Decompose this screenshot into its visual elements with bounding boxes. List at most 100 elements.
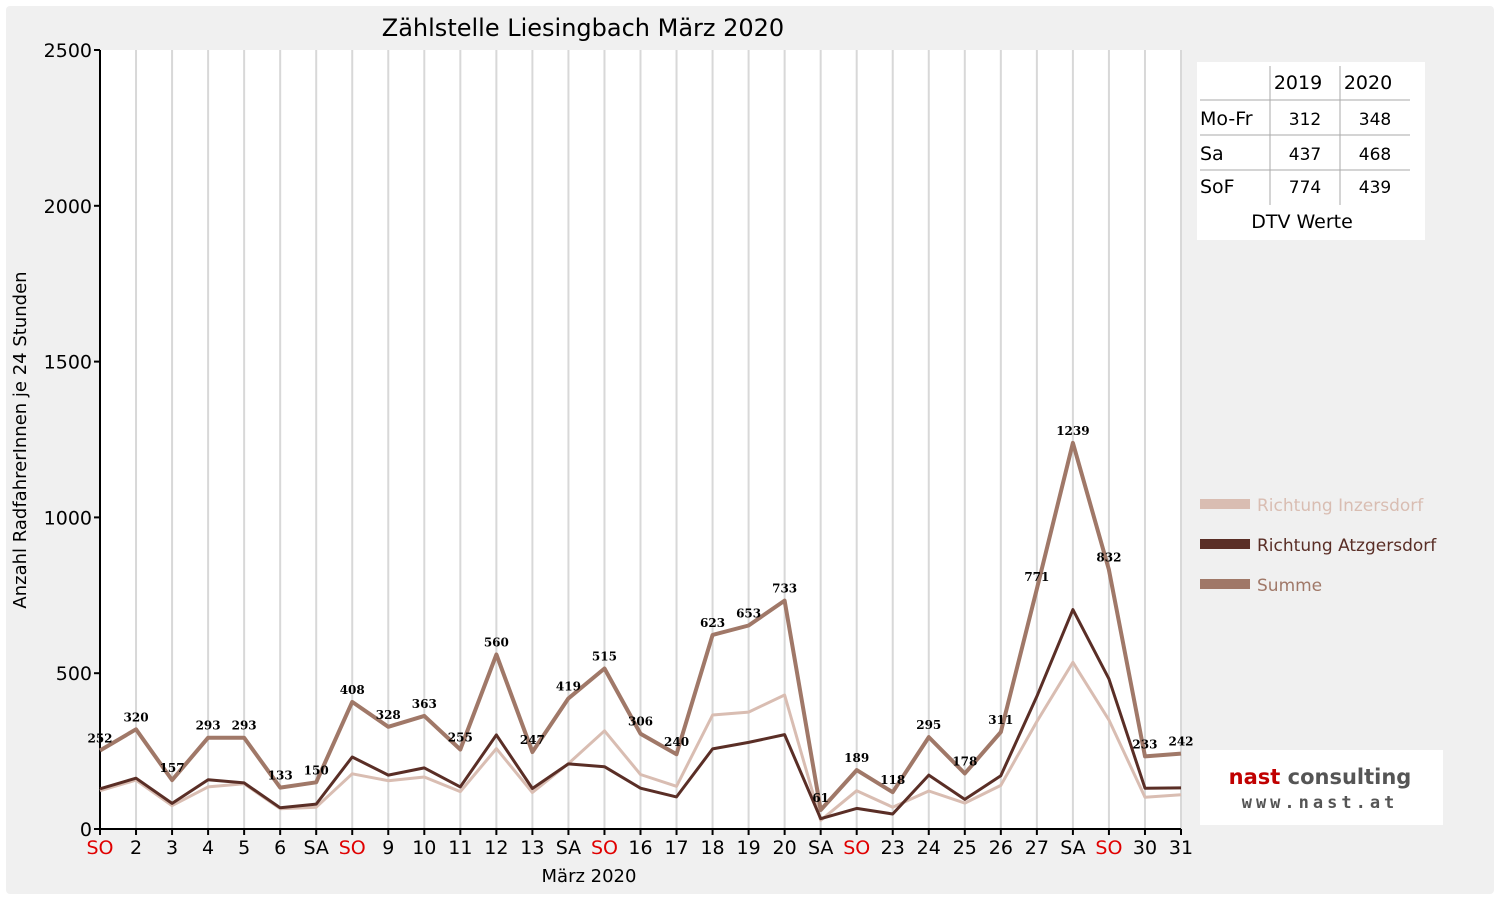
data-label: 61 [812,791,829,805]
x-tick-label: 19 [737,837,761,859]
x-tick-label: 4 [202,837,214,859]
data-label: 247 [520,733,545,747]
data-label: 771 [1024,570,1049,584]
legend-label: Richtung Atzgersdorf [1257,536,1437,556]
x-tick-label: SO [339,837,366,859]
x-tick-label: SA [808,837,833,859]
x-tick-label: SA [556,837,581,859]
data-label: 306 [628,715,653,729]
data-label: 560 [484,636,509,650]
data-label: 623 [700,616,725,630]
x-tick-label: 3 [166,837,178,859]
data-label: 150 [304,763,329,777]
data-label: 363 [412,697,437,711]
data-label: 255 [448,731,473,745]
y-tick-label: 1000 [44,507,92,529]
dtv-cell: 774 [1289,178,1321,198]
x-tick-label: SA [303,837,328,859]
data-label: 408 [340,683,365,697]
y-axis-label: Anzahl RadfahrerInnen je 24 Stunden [10,271,31,608]
x-tick-label: 27 [1025,837,1049,859]
y-tick-label: 500 [56,663,92,685]
data-label: 653 [736,607,761,621]
dtv-cell: 468 [1359,145,1391,165]
x-tick-label: 23 [881,837,905,859]
data-label: 118 [880,773,905,787]
logo-url: www.nast.at [1242,793,1399,813]
y-tick-label: 2500 [44,40,92,62]
x-tick-label: 16 [628,837,652,859]
data-label: 295 [916,718,941,732]
data-labels: 252 320 157 293 293 133 150 408 328 363 255 560 247 4… [87,424,1193,805]
data-label: 240 [664,735,689,749]
dtv-row-label: Mo-Fr [1200,108,1253,130]
dtv-cell: 312 [1289,110,1321,130]
data-label: 233 [1132,737,1157,751]
dtv-cell: 439 [1359,178,1391,198]
legend-swatch [1200,579,1250,589]
dtv-row-label: SoF [1200,176,1235,198]
logo-name: nast consulting [1229,765,1412,789]
dtv-col-2019: 2019 [1274,72,1322,94]
series-line-richtung-atzgersdorf [99,608,1182,821]
x-tick-label: 5 [238,837,250,859]
legend-swatch [1200,539,1250,549]
data-label: 133 [268,769,293,783]
series-layer [98,440,1182,822]
x-tick-label: SO [591,837,618,859]
x-tick-label: 30 [1133,837,1157,859]
dtv-caption: DTV Werte [1251,211,1353,233]
x-tick-label: 12 [484,837,508,859]
data-label: 189 [844,751,869,765]
y-tick-labels: 0 500 1000 1500 2000 2500 [44,40,92,841]
data-label: 157 [160,761,185,775]
data-label: 311 [988,713,1013,727]
x-axis-label: März 2020 [542,866,637,887]
dtv-cell: 437 [1289,145,1321,165]
x-tick-labels: SO 2 3 4 5 6 SA SO 9 10 11 12 13 SA SO 16 17 18 19 20 SA SO 23… [86,837,1193,859]
x-tick-label: SA [1060,837,1085,859]
dtv-table: 2019 2020 Mo-Fr 312 348 Sa 437 468 SoF 7… [1197,62,1425,240]
y-tick-label: 1500 [44,352,92,374]
y-tick-label: 0 [80,819,92,841]
x-tick-label: 24 [917,837,941,859]
x-tick-label: 13 [520,837,544,859]
data-label: 832 [1096,551,1121,565]
x-tick-label: 6 [274,837,286,859]
x-tick-label: SO [843,837,870,859]
x-tick-label: 9 [382,837,394,859]
chart-title: Zählstelle Liesingbach März 2020 [382,14,784,42]
dtv-col-2020: 2020 [1344,72,1392,94]
x-tick-label: SO [86,837,113,859]
data-label: 733 [772,582,797,596]
data-label: 178 [952,755,977,769]
legend-swatch [1200,499,1250,509]
x-tick-label: 10 [412,837,436,859]
dtv-row-label: Sa [1200,143,1224,165]
data-label: 515 [592,650,617,664]
legend-label: Summe [1257,576,1322,596]
legend-label: Richtung Inzersdorf [1257,496,1424,516]
grid-lines [99,50,1182,829]
data-label: 419 [556,679,581,693]
dtv-cell: 348 [1359,110,1391,130]
nast-consulting-logo: nast consulting www.nast.at [1200,750,1443,825]
legend: Richtung Inzersdorf Richtung Atzgersdorf S… [1200,496,1437,596]
axes [94,49,1182,835]
x-tick-label: 17 [664,837,688,859]
x-tick-label: 2 [130,837,142,859]
series-line-summe [98,440,1182,812]
x-tick-label: 11 [448,837,472,859]
data-label: 320 [124,710,149,724]
data-label: 293 [232,719,257,733]
data-label: 252 [87,731,112,745]
x-tick-label: 25 [953,837,977,859]
data-label: 1239 [1056,424,1089,438]
x-tick-label: SO [1095,837,1122,859]
data-label: 293 [196,719,221,733]
data-label: 242 [1168,735,1193,749]
x-tick-label: 31 [1169,837,1193,859]
y-tick-label: 2000 [44,196,92,218]
x-tick-label: 26 [989,837,1013,859]
